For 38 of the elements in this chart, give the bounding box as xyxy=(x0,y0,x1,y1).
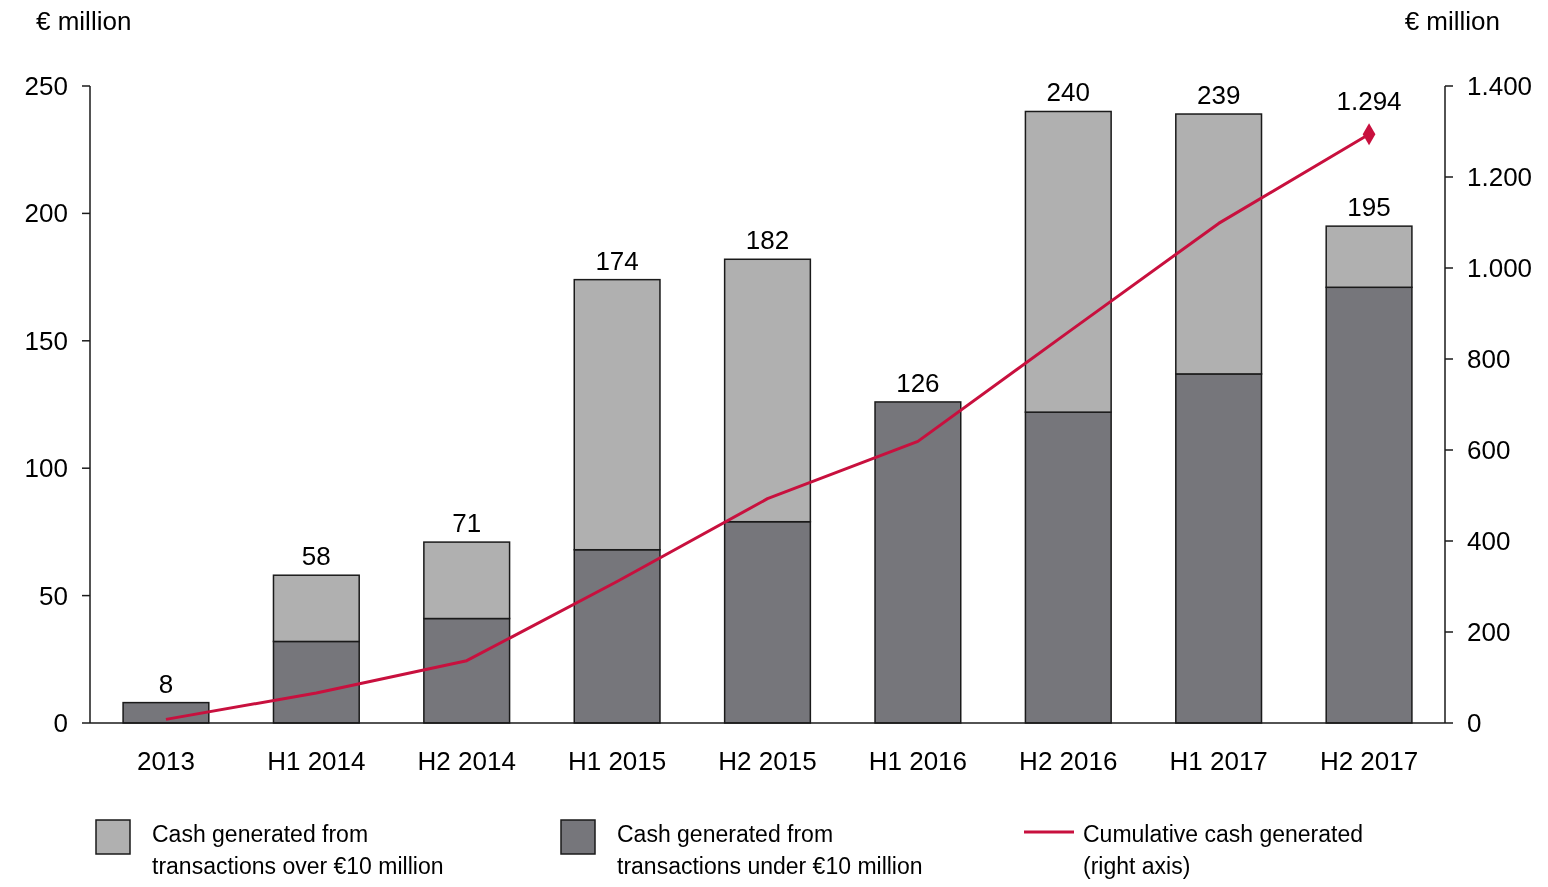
y2-tick-label: 1.400 xyxy=(1467,71,1533,101)
y2-tick-label: 400 xyxy=(1467,526,1511,556)
y2-tick-label: 1.200 xyxy=(1467,162,1533,192)
total-label: 71 xyxy=(452,508,482,539)
total-label: 174 xyxy=(595,245,639,276)
y-axis-title: € million xyxy=(36,6,132,36)
legend-label: Cash generated from transactions over €10 million xyxy=(152,821,444,879)
total-label: 195 xyxy=(1347,192,1391,223)
y-tick-label: 100 xyxy=(24,453,68,484)
y2-tick-label: 800 xyxy=(1467,344,1511,374)
total-label: 182 xyxy=(745,225,790,256)
data-label: 1.294 xyxy=(1336,86,1402,117)
y-tick-label: 250 xyxy=(24,71,68,101)
total-label: 8 xyxy=(158,668,174,699)
x-tick-label: H1 2017 xyxy=(1169,746,1268,776)
y-tick-label: 50 xyxy=(39,580,68,611)
y2-tick-label: 600 xyxy=(1467,435,1511,465)
x-tick-label: H1 2014 xyxy=(267,746,366,776)
x-tick-label: H1 2015 xyxy=(567,746,667,776)
y-tick-label: 200 xyxy=(24,198,68,229)
x-tick-label: H2 2017 xyxy=(1319,746,1419,776)
x-tick-label: 2013 xyxy=(137,746,195,776)
total-label: 240 xyxy=(1046,77,1090,108)
y2-tick-label: 0 xyxy=(1467,708,1482,738)
y2-tick-label: 200 xyxy=(1467,617,1511,647)
total-label: 58 xyxy=(301,541,331,572)
legend-label: Cash generated from transactions under €10 million xyxy=(617,821,923,879)
total-label: 126 xyxy=(896,367,940,398)
x-tick-label: H2 2014 xyxy=(417,746,516,776)
y2-axis-title: € million xyxy=(1404,6,1500,36)
y-tick-label: 150 xyxy=(24,325,68,356)
y2-tick-label: 1.000 xyxy=(1467,253,1533,283)
y-tick-label: 0 xyxy=(53,708,68,738)
x-tick-label: H2 2016 xyxy=(1019,746,1118,776)
x-tick-label: H1 2016 xyxy=(868,746,968,776)
legend-label: Cumulative cash generated (right axis) xyxy=(1083,821,1363,879)
total-label: 239 xyxy=(1196,80,1241,111)
x-tick-label: H2 2015 xyxy=(718,746,817,776)
